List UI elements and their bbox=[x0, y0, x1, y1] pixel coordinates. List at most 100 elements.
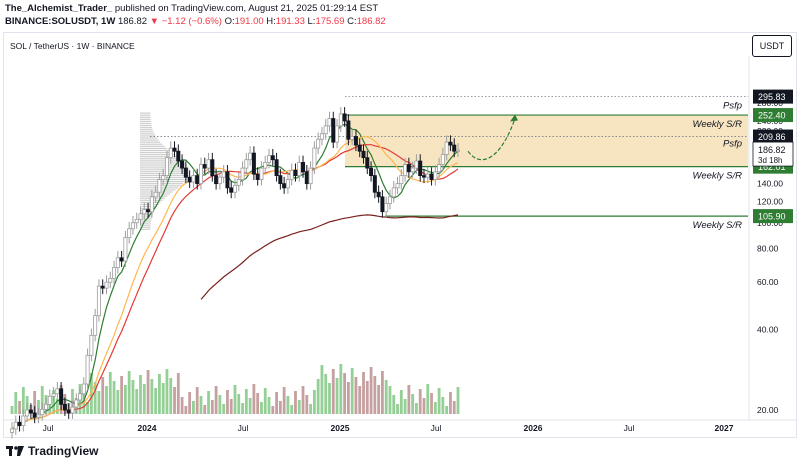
level-price-tag bbox=[753, 89, 793, 104]
ticker: BINANCE:SOLUSDT, 1W bbox=[5, 16, 116, 27]
candle-body bbox=[331, 118, 336, 143]
volume-bar bbox=[112, 381, 116, 414]
profile-row bbox=[140, 122, 152, 125]
profile-row bbox=[140, 183, 184, 185]
profile-row bbox=[140, 156, 178, 158]
volume-bar bbox=[275, 392, 278, 414]
volume-bar bbox=[40, 386, 44, 414]
ma-orange-line bbox=[11, 136, 459, 430]
candle-body bbox=[444, 141, 449, 155]
candle-body bbox=[289, 169, 294, 180]
open-value: 191.00 bbox=[234, 16, 264, 27]
volume-bar bbox=[301, 386, 305, 414]
volume-bar bbox=[33, 391, 37, 414]
candle-body bbox=[232, 184, 237, 193]
candle-body bbox=[51, 393, 56, 397]
level-price-tag bbox=[753, 209, 793, 224]
current-price-label: 186.82 bbox=[758, 145, 786, 155]
current-price-tag bbox=[752, 141, 794, 167]
profile-row bbox=[140, 160, 183, 162]
volume-bar bbox=[339, 364, 343, 414]
profile-row bbox=[140, 205, 158, 208]
candle-body bbox=[93, 315, 98, 336]
volume-bar bbox=[346, 382, 350, 414]
candle-body bbox=[312, 147, 317, 169]
volume-bar bbox=[241, 403, 244, 414]
projection-arrowhead bbox=[510, 114, 518, 122]
candle-body bbox=[304, 171, 309, 185]
candle-body bbox=[270, 155, 275, 161]
candle-body bbox=[308, 167, 313, 185]
volume-bar bbox=[97, 391, 101, 414]
profile-row bbox=[140, 112, 151, 114]
volume-bar bbox=[89, 373, 93, 414]
candle-body bbox=[350, 136, 355, 140]
candle-body bbox=[255, 173, 260, 180]
price-axis: 20.0040.0060.0080.00100.00120.00140.0016… bbox=[752, 89, 794, 415]
ema-green-line bbox=[11, 123, 459, 430]
profile-row bbox=[140, 137, 157, 139]
volume-bar bbox=[127, 371, 131, 414]
profile-row bbox=[140, 214, 153, 216]
projection-arrow bbox=[467, 114, 518, 161]
volume-bar bbox=[267, 397, 271, 414]
candle-body bbox=[282, 183, 287, 189]
currency-button[interactable]: USDT bbox=[752, 35, 792, 57]
volume-bar bbox=[169, 378, 173, 414]
candle-body bbox=[176, 150, 181, 162]
volume-bar bbox=[86, 402, 89, 414]
volume-bar bbox=[430, 393, 433, 414]
bar-countdown: 3d 18h bbox=[758, 156, 782, 165]
volume-bar bbox=[324, 374, 328, 414]
volume-bar bbox=[199, 396, 203, 414]
candle-body bbox=[244, 159, 249, 169]
volume-bar bbox=[10, 406, 14, 414]
profile-row bbox=[140, 222, 151, 224]
candle-body bbox=[437, 164, 442, 173]
volume-bar bbox=[403, 399, 407, 414]
volume-bar bbox=[120, 376, 124, 414]
volume-bar bbox=[263, 388, 267, 414]
volume-bar bbox=[226, 390, 229, 414]
candle-body bbox=[433, 171, 438, 180]
candle-body bbox=[248, 152, 253, 161]
candle-body bbox=[115, 257, 120, 269]
sr-zone-box bbox=[345, 115, 748, 167]
volume-bar bbox=[158, 374, 161, 414]
candle-body bbox=[202, 164, 207, 169]
candle-body bbox=[391, 187, 396, 198]
level-note: Weekly S/R bbox=[693, 220, 743, 231]
volume-bar bbox=[176, 373, 180, 414]
candle-body bbox=[217, 176, 222, 185]
candle-body bbox=[198, 164, 203, 185]
time-tick-label: 2027 bbox=[715, 423, 734, 433]
candle-body bbox=[127, 228, 132, 239]
publish-date: published on TradingView.com, August 21,… bbox=[114, 3, 379, 14]
volume-bar bbox=[399, 390, 403, 414]
profile-row bbox=[140, 114, 151, 116]
candle-body bbox=[346, 120, 351, 140]
candle-body bbox=[108, 277, 113, 283]
volume-bar bbox=[210, 400, 214, 414]
level-price-tag bbox=[753, 129, 793, 144]
candle-body bbox=[425, 173, 430, 178]
chart-frame bbox=[3, 32, 797, 438]
volume-bar bbox=[354, 377, 358, 414]
candle-body bbox=[172, 147, 177, 152]
candle-body bbox=[81, 383, 86, 395]
candle-body bbox=[267, 155, 272, 163]
price-tick-label: 40.00 bbox=[757, 324, 779, 334]
profile-row bbox=[140, 154, 176, 156]
volume-bar bbox=[116, 390, 120, 414]
footer-logo[interactable]: TradingView bbox=[28, 444, 99, 458]
profile-row bbox=[140, 218, 152, 220]
author-name[interactable]: The_Alchemist_Trader_ bbox=[5, 3, 113, 14]
sr-zone bbox=[345, 115, 748, 167]
volume-bar bbox=[286, 396, 290, 414]
volume-bar bbox=[449, 392, 452, 414]
profile-row bbox=[140, 149, 170, 152]
candle-body bbox=[395, 183, 400, 189]
profile-row bbox=[140, 164, 187, 166]
candle-body bbox=[119, 257, 124, 262]
